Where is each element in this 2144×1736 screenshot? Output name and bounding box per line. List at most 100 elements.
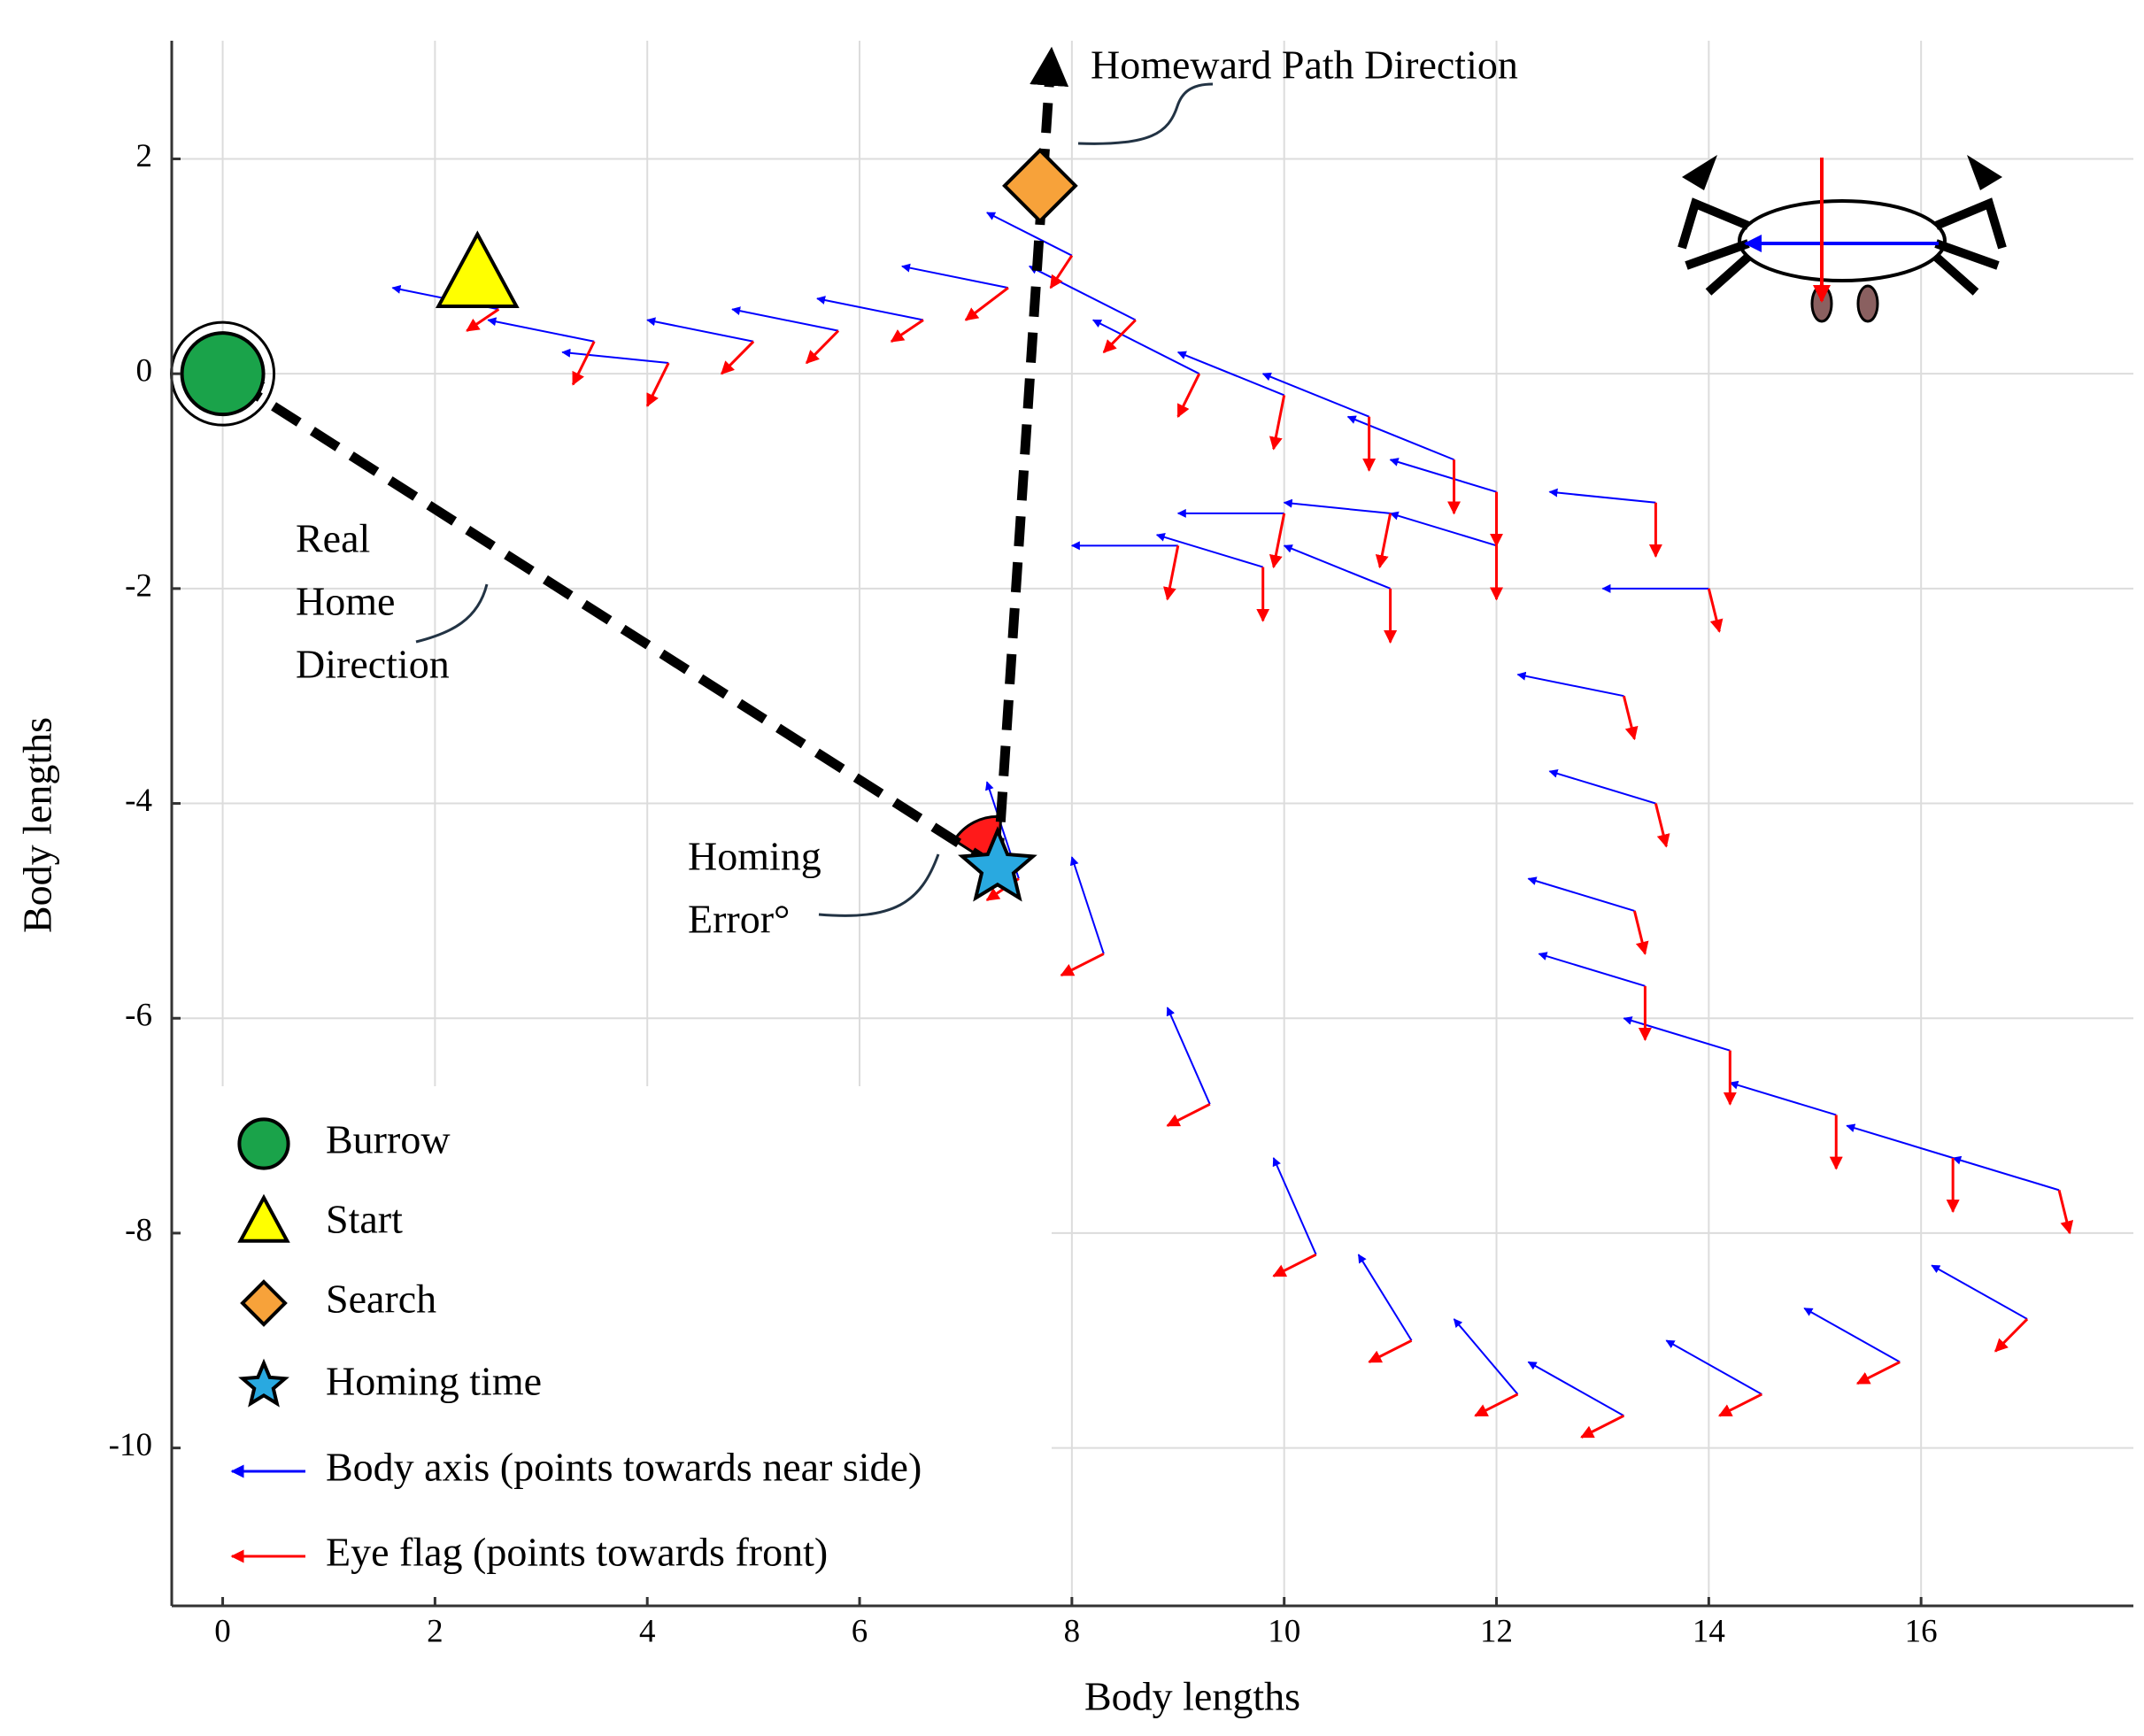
y-axis-label: Body lengths <box>15 717 60 933</box>
body-axis-arrow <box>1283 498 1391 514</box>
annotation: Homing <box>688 834 821 879</box>
marker-star <box>958 826 1037 902</box>
axes: 0 2 4 6 8 10 12 14 16 -10 -8 -6 -4 -2 0 2 Homeward Path … <box>109 41 2133 1649</box>
x-tick-label: 14 <box>1693 1613 1725 1649</box>
eye-flag-arrow <box>1717 1393 1762 1417</box>
eye-flag-arrow <box>645 362 670 407</box>
annotation: Real <box>296 516 370 561</box>
body-axis-arrow <box>1389 511 1497 547</box>
marker-star <box>238 1358 289 1408</box>
x-tick-label: 0 <box>214 1613 231 1649</box>
x-tick-label: 10 <box>1268 1613 1300 1649</box>
eye-flag-arrow <box>964 286 1009 321</box>
body-axis-arrow <box>1527 876 1635 912</box>
body-axis-arrow <box>1346 415 1454 461</box>
body-axis-arrow <box>1548 488 1656 504</box>
eye-flag-arrow <box>1049 254 1074 289</box>
eye-flag-arrow <box>1269 513 1286 569</box>
marker-diamond <box>1002 147 1078 224</box>
y-tick-label: 2 <box>136 138 153 174</box>
eye-flag-arrow <box>1707 588 1724 633</box>
x-tick-label: 8 <box>1064 1613 1081 1649</box>
y-tick-label: -8 <box>125 1212 152 1248</box>
body-axis-arrow <box>1516 671 1624 698</box>
body-axis-arrow <box>1931 1264 2028 1320</box>
annotation: Home <box>296 579 395 624</box>
body-axis-arrow <box>1729 1080 1837 1116</box>
body-axis-arrow <box>1283 544 1391 590</box>
eye-flag-arrow <box>1163 545 1180 601</box>
body-axis-arrow <box>1952 1155 2060 1192</box>
y-tick-label: 0 <box>136 353 153 390</box>
y-tick-label: -2 <box>125 567 152 604</box>
legend-label: Burrow <box>326 1117 451 1162</box>
body-axis-arrow <box>901 263 1009 289</box>
eye-flag-arrow <box>1368 1339 1413 1363</box>
body-axis-arrow <box>986 212 1073 257</box>
legend-label: Search <box>326 1277 436 1322</box>
eye-flag-arrow <box>1474 1393 1519 1417</box>
marker-triangle <box>237 1193 290 1243</box>
eye-flag-arrow <box>1375 513 1392 569</box>
body-axis-arrow <box>561 348 669 365</box>
eye-flag-arrow <box>1622 695 1639 741</box>
marker-diamond <box>240 1279 288 1327</box>
eye-flag-arrow <box>1102 319 1137 353</box>
eye-flag-arrow <box>1632 910 1649 955</box>
body-axis-arrow <box>1166 1007 1211 1105</box>
crab-legs <box>1677 197 2007 296</box>
eye-flag-arrow <box>1060 953 1105 977</box>
crab-icon <box>1677 155 2007 323</box>
eye-flag-arrow <box>890 319 924 343</box>
y-tick-label: -6 <box>125 998 152 1034</box>
legend: Burrow Start Search Homing time Body axis (p… <box>230 1117 922 1575</box>
body-axis-arrow <box>1272 1157 1317 1255</box>
annotation: Direction <box>296 642 450 687</box>
body-axis-arrow <box>731 306 839 332</box>
eye-flag-arrow <box>2057 1190 2074 1235</box>
body-axis-arrow <box>1155 533 1264 568</box>
legend-label: Homing time <box>326 1359 542 1404</box>
x-tick-label: 2 <box>427 1613 443 1649</box>
annotation: Homeward Path Direction <box>1091 42 1518 88</box>
eye-flag-arrow <box>1654 803 1670 848</box>
x-tick-label: 16 <box>1905 1613 1938 1649</box>
crab-body <box>1738 199 1947 282</box>
x-tick-label: 4 <box>639 1613 656 1649</box>
body-axis-arrow <box>1623 1016 1731 1052</box>
body-axis-arrow <box>646 317 754 343</box>
legend-label: Eye flag (points towards front) <box>326 1530 828 1575</box>
crab-eye <box>1856 284 1879 323</box>
annotation-connector <box>818 853 940 917</box>
body-axis-arrow <box>1091 319 1200 375</box>
eye-flag-arrow <box>806 329 840 365</box>
body-axis-arrow <box>1176 351 1285 397</box>
plot-marks <box>170 46 2074 1439</box>
annotation: Error° <box>688 897 790 942</box>
eye-flag-arrow <box>466 308 500 332</box>
eye-flag-arrow <box>1176 373 1201 419</box>
x-tick-label: 12 <box>1480 1613 1513 1649</box>
eye-flag-arrow <box>1580 1414 1625 1439</box>
eye-flag-arrow <box>1855 1361 1901 1385</box>
body-axis-arrow <box>487 317 595 343</box>
y-tick-label: -4 <box>125 783 152 819</box>
body-axis-arrow <box>1261 372 1369 418</box>
body-axis-arrow <box>1846 1123 1954 1159</box>
body-axis-arrow <box>1069 856 1105 954</box>
y-tick-label: -10 <box>109 1427 152 1463</box>
body-axis-arrow <box>1527 1361 1624 1417</box>
legend-label: Body axis (points towards near side) <box>326 1445 922 1490</box>
marker-triangle <box>435 230 520 308</box>
x-tick-label: 6 <box>852 1613 868 1649</box>
marker-circle <box>237 1117 290 1170</box>
body-axis-arrow <box>1538 952 1646 987</box>
legend-background <box>179 1086 1052 1602</box>
body-axis-arrow <box>1665 1339 1762 1395</box>
body-axis-arrow <box>1803 1308 1901 1363</box>
annotation-connector <box>1077 82 1214 145</box>
eye-flag-arrow <box>571 341 596 386</box>
eye-flag-arrow <box>1269 395 1286 451</box>
body-axis-arrow <box>1548 768 1656 805</box>
